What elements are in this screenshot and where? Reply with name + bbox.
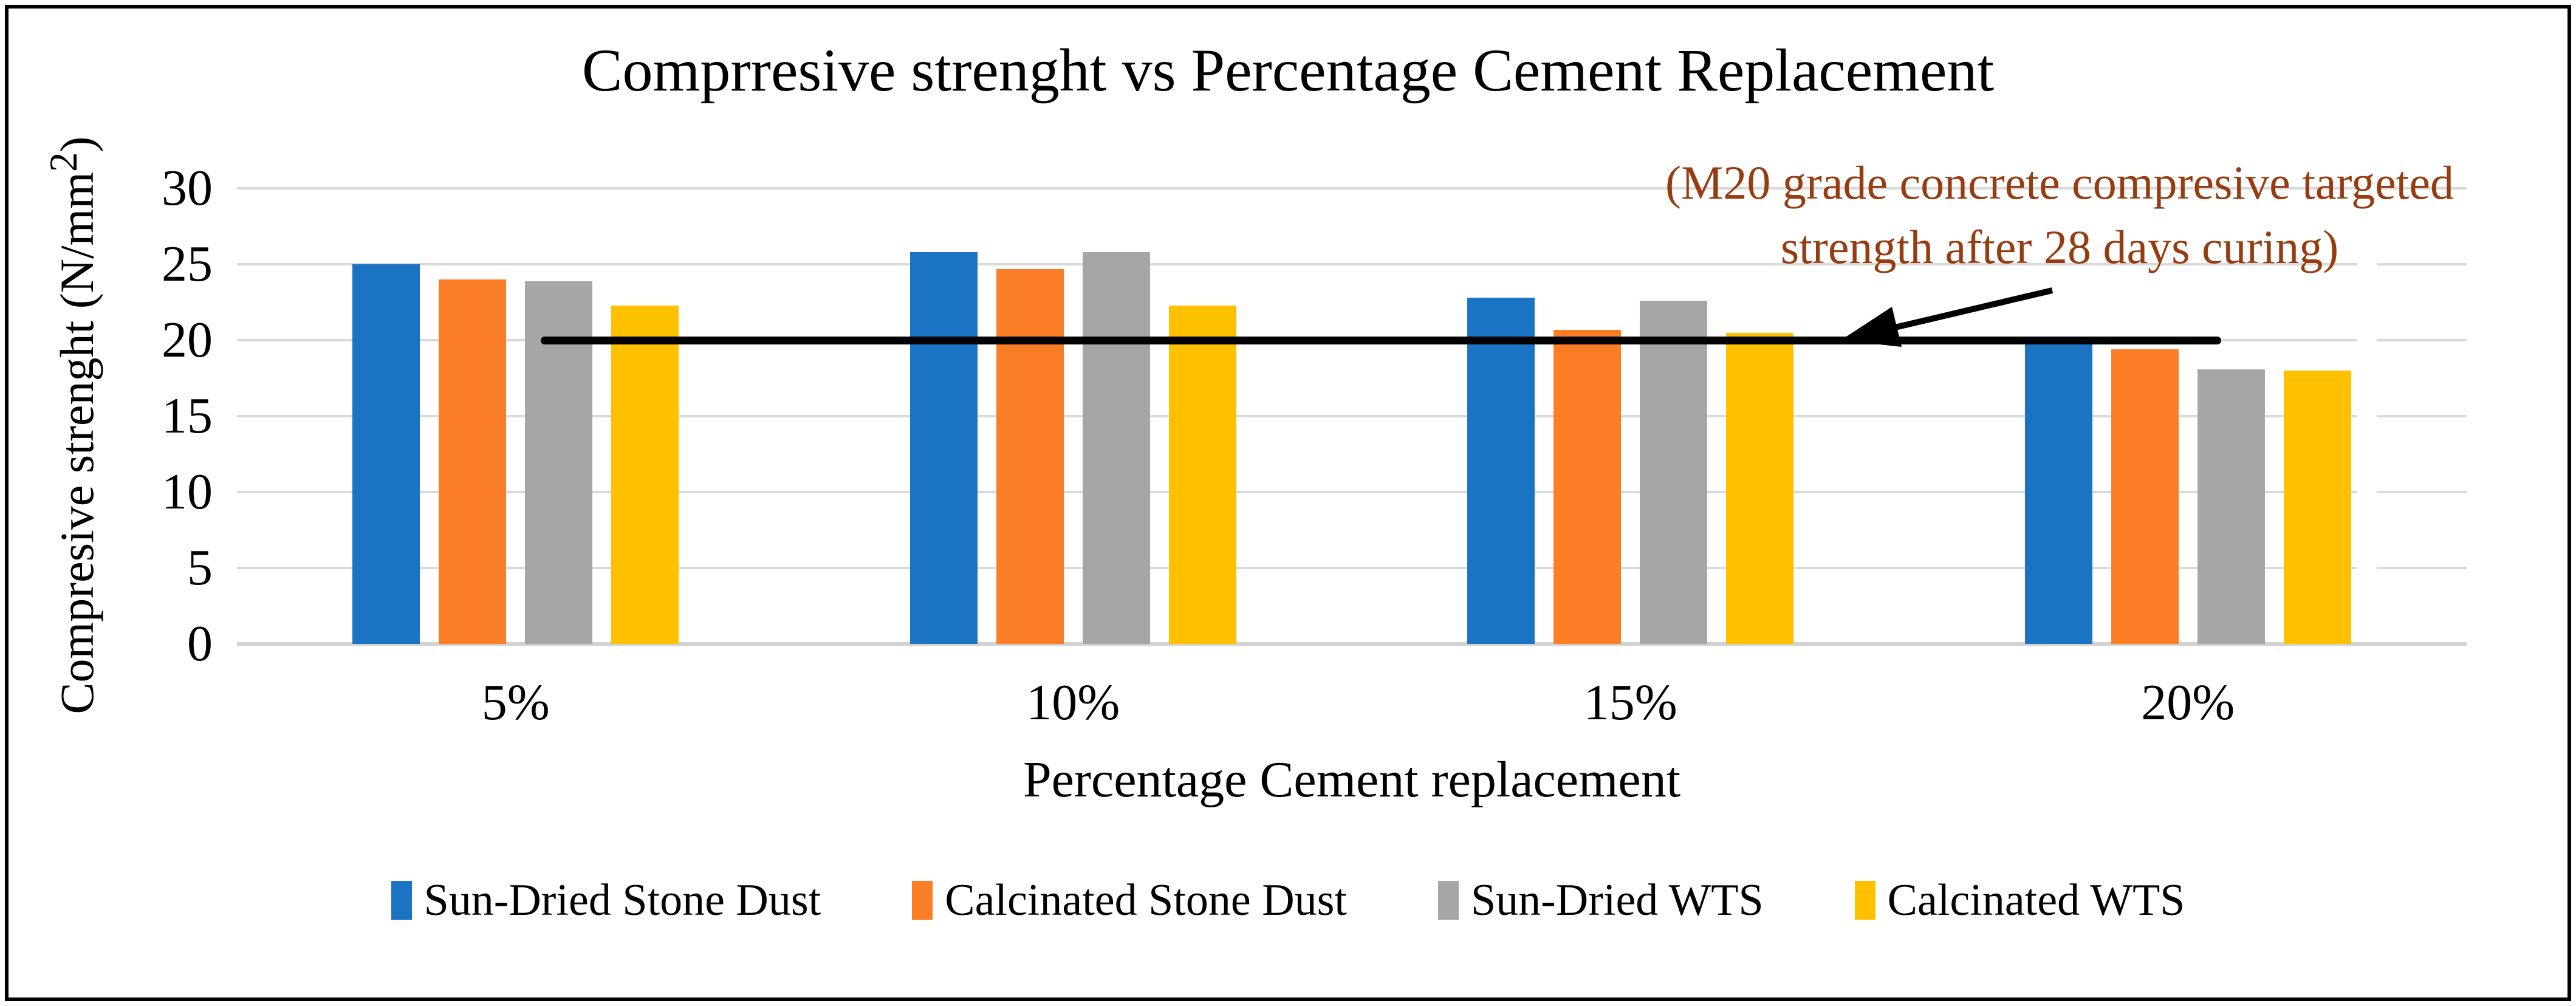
bar-calcinated-wts-10% bbox=[1168, 305, 1236, 644]
bar-sun-dried-wts-20% bbox=[2197, 369, 2265, 644]
gridline-5-dash bbox=[2377, 567, 2467, 569]
bar-calcinated-wts-15% bbox=[1726, 332, 1794, 644]
gridline-25-dash bbox=[2377, 263, 2467, 265]
gridline-30 bbox=[237, 187, 2357, 190]
bar-sun-dried-stone-dust-10% bbox=[909, 252, 978, 644]
gridline-15 bbox=[237, 415, 2357, 417]
y-tick-label-15: 15 bbox=[162, 388, 213, 444]
x-axis-title: Percentage Cement replacement bbox=[1023, 751, 1681, 808]
y-tick-label-30: 30 bbox=[162, 160, 213, 216]
bar-calcinated-stone-dust-5% bbox=[439, 279, 507, 644]
y-axis-title: Compresive strenght (N/mm2) bbox=[41, 136, 104, 714]
bar-calcinated-stone-dust-15% bbox=[1553, 329, 1622, 644]
annotation-line-1: (M20 grade concrete compresive targeted bbox=[1665, 156, 2454, 209]
x-category-label-5%: 5% bbox=[481, 674, 550, 731]
legend-item-calcinated-stone-dust: Calcinated Stone Dust bbox=[912, 875, 1347, 926]
y-tick-label-20: 20 bbox=[162, 312, 213, 368]
annotation-arrow-shaft bbox=[1891, 287, 2054, 331]
x-axis-line bbox=[237, 642, 2467, 646]
gridline-25 bbox=[237, 263, 2357, 265]
bar-sun-dried-wts-5% bbox=[525, 281, 593, 644]
legend-swatch-icon bbox=[1854, 881, 1875, 920]
legend-item-calcinated-wts: Calcinated WTS bbox=[1854, 875, 2185, 926]
y-axis-title-text: Compresive strenght (N/mm bbox=[50, 171, 103, 714]
gridline-30-dash bbox=[2377, 187, 2467, 190]
bar-sun-dried-wts-10% bbox=[1082, 252, 1150, 644]
y-tick-label-25: 25 bbox=[162, 236, 213, 292]
x-category-label-20%: 20% bbox=[2141, 674, 2235, 731]
gridline-20-dash bbox=[2377, 339, 2467, 341]
y-tick-label-5: 5 bbox=[187, 539, 213, 596]
legend-swatch-icon bbox=[1438, 881, 1459, 920]
y-axis-title-superscript: 2 bbox=[42, 152, 86, 172]
y-tick-label-0: 0 bbox=[187, 615, 213, 672]
annotation-line-2: strength after 28 days curing) bbox=[1780, 221, 2339, 273]
y-tick-label-10: 10 bbox=[162, 464, 213, 520]
chart-title: Comprresive strenght vs Percentage Cemen… bbox=[581, 36, 1995, 104]
y-axis-title-close: ) bbox=[50, 136, 103, 152]
x-category-label-15%: 15% bbox=[1583, 674, 1677, 731]
bar-sun-dried-stone-dust-15% bbox=[1467, 298, 1535, 644]
legend-item-sun-dried-wts: Sun-Dried WTS bbox=[1438, 875, 1764, 926]
legend-label: Sun-Dried Stone Dust bbox=[423, 875, 821, 925]
legend: Sun-Dried Stone Dust Calcinated Stone Dus… bbox=[0, 870, 2576, 931]
legend-label: Sun-Dried WTS bbox=[1471, 875, 1764, 925]
gridline-10-dash bbox=[2377, 491, 2467, 493]
target-line-annotation: (M20 grade concrete compresive targeted … bbox=[1543, 151, 2576, 279]
bar-calcinated-wts-5% bbox=[611, 305, 679, 644]
legend-swatch-icon bbox=[391, 881, 412, 920]
bar-calcinated-stone-dust-10% bbox=[996, 269, 1064, 644]
bar-sun-dried-stone-dust-20% bbox=[2024, 343, 2092, 644]
x-category-label-10%: 10% bbox=[1026, 674, 1120, 731]
gridline-10 bbox=[237, 491, 2357, 493]
target-strength-line bbox=[541, 336, 2221, 344]
legend-label: Calcinated Stone Dust bbox=[945, 875, 1347, 925]
bar-calcinated-stone-dust-20% bbox=[2111, 349, 2179, 644]
bar-calcinated-wts-20% bbox=[2283, 371, 2351, 644]
gridline-5 bbox=[237, 567, 2357, 569]
bar-sun-dried-wts-15% bbox=[1640, 301, 1708, 644]
gridline-15-dash bbox=[2377, 415, 2467, 417]
legend-item-sun-dried-stone-dust: Sun-Dried Stone Dust bbox=[391, 875, 821, 926]
legend-label: Calcinated WTS bbox=[1887, 875, 2185, 925]
bar-sun-dried-stone-dust-5% bbox=[352, 264, 420, 644]
legend-swatch-icon bbox=[912, 881, 933, 920]
